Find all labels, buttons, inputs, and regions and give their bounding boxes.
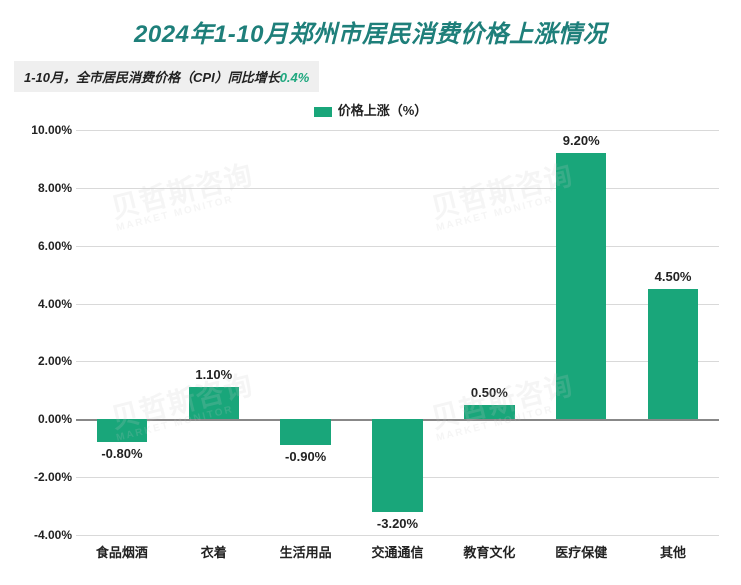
y-tick-label: 0.00% <box>14 412 72 426</box>
legend-swatch <box>314 107 332 117</box>
y-tick-label: 8.00% <box>14 181 72 195</box>
chart-area: -0.80% 1.10% -0.90% -3.20% 0.50% 9.20% 4.50% -… <box>14 130 727 561</box>
bar <box>648 289 699 419</box>
bar <box>464 405 515 419</box>
bar-value-label: -3.20% <box>377 516 418 531</box>
bar-value-label: 1.10% <box>195 367 232 382</box>
y-tick-label: 10.00% <box>14 123 72 137</box>
bar-value-label: -0.80% <box>101 446 142 461</box>
bar <box>280 419 331 445</box>
chart-title: 2024年1-10月郑州市居民消费价格上涨情况 <box>0 0 741 49</box>
y-tick-label: 4.00% <box>14 297 72 311</box>
bar-value-label: 4.50% <box>655 269 692 284</box>
subtitle-box: 1-10月，全市居民消费价格（CPI）同比增长0.4% <box>14 61 319 92</box>
x-category-label: 交通通信 <box>371 542 423 561</box>
x-category-label: 医疗保健 <box>555 542 607 561</box>
bar-value-label: -0.90% <box>285 449 326 464</box>
bar <box>556 153 607 419</box>
legend: 价格上涨（%） <box>0 100 741 119</box>
legend-label: 价格上涨（%） <box>338 103 428 118</box>
y-tick-label: -4.00% <box>14 528 72 542</box>
x-category-label: 衣着 <box>201 542 227 561</box>
bar <box>97 419 148 442</box>
x-category-label: 其他 <box>660 542 686 561</box>
gridline <box>76 361 719 362</box>
x-category-label: 食品烟酒 <box>96 542 148 561</box>
bar-value-label: 0.50% <box>471 385 508 400</box>
subtitle-prefix: 1-10月，全市居民消费价格（CPI）同比增长 <box>24 70 280 85</box>
bar <box>189 387 240 419</box>
gridline <box>76 304 719 305</box>
x-category-label: 教育文化 <box>463 542 515 561</box>
gridline <box>76 188 719 189</box>
gridline <box>76 246 719 247</box>
x-category-label: 生活用品 <box>280 542 332 561</box>
y-tick-label: -2.00% <box>14 470 72 484</box>
y-tick-label: 6.00% <box>14 239 72 253</box>
bar-value-label: 9.20% <box>563 133 600 148</box>
subtitle-highlight: 0.4% <box>280 70 310 85</box>
y-tick-label: 2.00% <box>14 354 72 368</box>
gridline <box>76 130 719 131</box>
bar <box>372 419 423 512</box>
plot-area: -0.80% 1.10% -0.90% -3.20% 0.50% 9.20% 4.50% <box>76 130 719 535</box>
gridline <box>76 535 719 536</box>
